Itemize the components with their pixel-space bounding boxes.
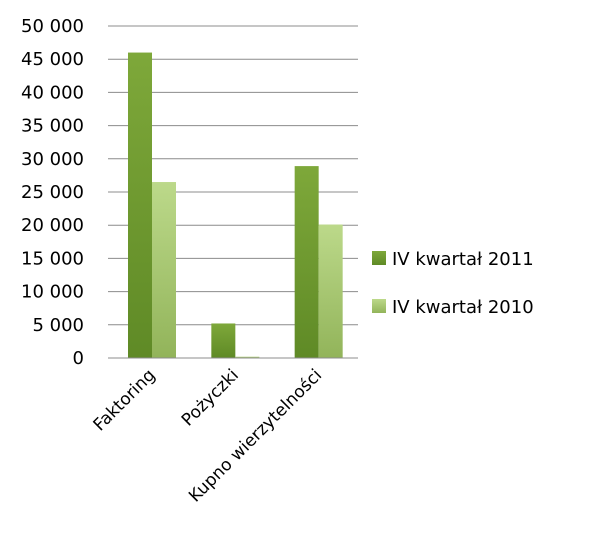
- y-axis-ticks: 0 5 000 10 000 15 000 20 000 25 000 30 000 35 0…: [21, 16, 84, 369]
- legend-label: IV kwartał 2011: [392, 249, 534, 270]
- bar-series1-2: [294, 166, 319, 358]
- y-tick-label: 50 000: [21, 16, 84, 37]
- y-tick-label: 45 000: [21, 49, 84, 70]
- bar-series1-0: [128, 52, 152, 359]
- y-tick-label: 20 000: [21, 215, 84, 236]
- bar-series1-1: [211, 323, 236, 358]
- bar-series2-2: [318, 224, 343, 358]
- legend-swatch: [372, 251, 386, 265]
- y-tick-label: 40 000: [21, 82, 84, 103]
- y-tick-label: 35 000: [21, 116, 84, 137]
- legend-label: IV kwartał 2010: [392, 297, 534, 318]
- bar-series2-0: [152, 182, 176, 358]
- y-tick-label: 5 000: [32, 315, 84, 336]
- y-tick-label: 0: [73, 348, 84, 369]
- legend-swatch: [372, 299, 386, 313]
- y-tick-label: 10 000: [21, 282, 84, 303]
- bar-series2-1: [235, 356, 260, 358]
- category-label: Faktoring: [90, 365, 160, 435]
- y-tick-label: 25 000: [21, 182, 84, 203]
- y-tick-label: 30 000: [21, 149, 84, 170]
- category-label: Pożyczki: [178, 365, 243, 430]
- legend: IV kwartał 2011 IV kwartał 2010: [372, 249, 534, 318]
- y-tick-label: 15 000: [21, 248, 84, 269]
- bars: [128, 52, 343, 359]
